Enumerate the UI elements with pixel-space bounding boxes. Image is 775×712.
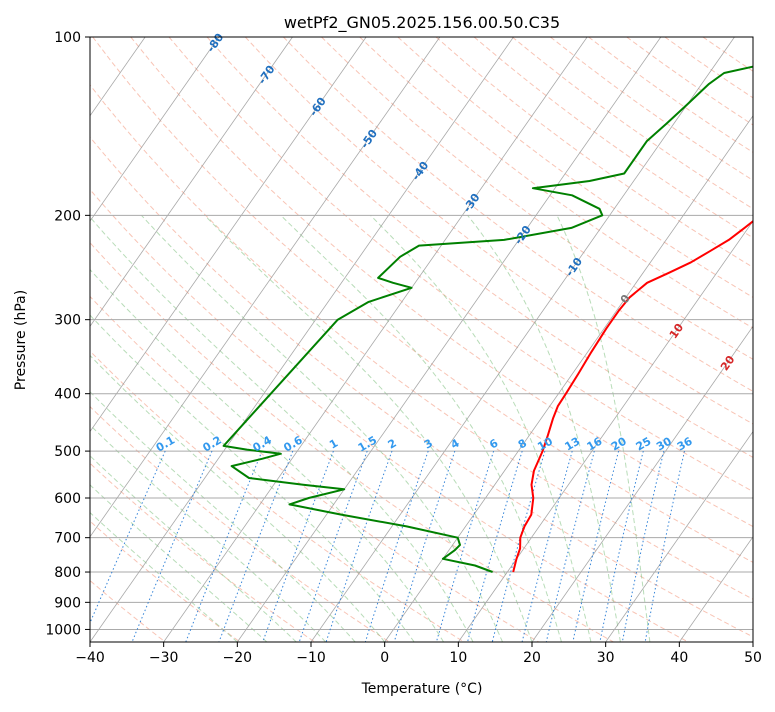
y-tick-label: 100 [54, 30, 81, 46]
y-tick-label: 500 [54, 444, 81, 460]
x-tick-label: 40 [670, 650, 688, 666]
y-tick-label: 300 [54, 313, 81, 329]
y-tick-label: 800 [54, 565, 81, 581]
x-tick-label: 10 [449, 650, 467, 666]
y-tick-label: 900 [54, 595, 81, 611]
x-axis-title: Temperature (°C) [361, 681, 483, 697]
x-tick-label: −30 [149, 650, 179, 666]
chart-title: wetPf2_GN05.2025.156.00.50.C35 [284, 13, 560, 33]
y-axis-title: Pressure (hPa) [13, 290, 29, 390]
plot-area [90, 37, 753, 642]
x-tick-label: 0 [380, 650, 389, 666]
x-tick-label: −10 [296, 650, 326, 666]
y-tick-label: 1000 [45, 622, 81, 638]
y-tick-label: 700 [54, 531, 81, 547]
x-tick-label: 30 [597, 650, 615, 666]
y-tick-label: 200 [54, 208, 81, 224]
y-tick-label: 600 [54, 491, 81, 507]
x-tick-label: −40 [75, 650, 105, 666]
x-tick-label: 20 [523, 650, 541, 666]
y-tick-label: 400 [54, 387, 81, 403]
x-tick-label: 50 [744, 650, 762, 666]
x-tick-label: −20 [223, 650, 253, 666]
